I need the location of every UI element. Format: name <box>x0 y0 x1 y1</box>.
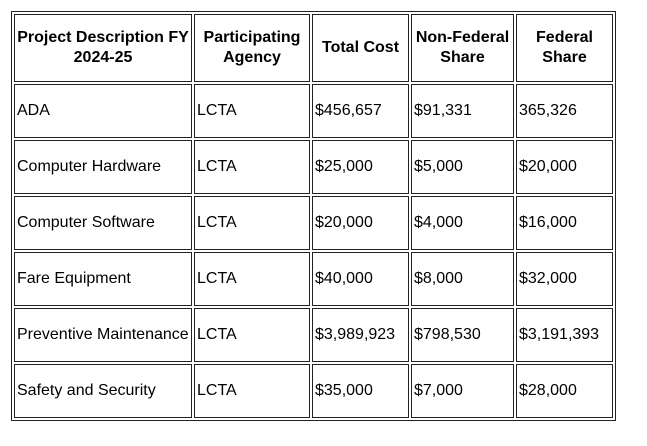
header-non-federal-share: Non-Federal Share <box>411 14 514 82</box>
cell-non-federal-share: $4,000 <box>411 196 514 250</box>
project-funding-table: Project Description FY 2024-25 Participa… <box>11 11 616 421</box>
cell-non-federal-share: $91,331 <box>411 84 514 138</box>
cell-federal-share: $20,000 <box>516 140 613 194</box>
cell-project-description: Preventive Maintenance <box>14 308 192 362</box>
cell-non-federal-share: $8,000 <box>411 252 514 306</box>
cell-total-cost: $456,657 <box>312 84 409 138</box>
table-row: Computer Software LCTA $20,000 $4,000 $1… <box>14 196 613 250</box>
cell-federal-share: $3,191,393 <box>516 308 613 362</box>
cell-federal-share: $16,000 <box>516 196 613 250</box>
cell-project-description: Safety and Security <box>14 364 192 418</box>
cell-participating-agency: LCTA <box>194 140 310 194</box>
cell-total-cost: $40,000 <box>312 252 409 306</box>
table-row: Computer Hardware LCTA $25,000 $5,000 $2… <box>14 140 613 194</box>
cell-project-description: ADA <box>14 84 192 138</box>
cell-non-federal-share: $7,000 <box>411 364 514 418</box>
table-row: Preventive Maintenance LCTA $3,989,923 $… <box>14 308 613 362</box>
table-row: ADA LCTA $456,657 $91,331 365,326 <box>14 84 613 138</box>
cell-non-federal-share: $798,530 <box>411 308 514 362</box>
cell-total-cost: $20,000 <box>312 196 409 250</box>
cell-participating-agency: LCTA <box>194 364 310 418</box>
header-total-cost: Total Cost <box>312 14 409 82</box>
table-header-row: Project Description FY 2024-25 Participa… <box>14 14 613 82</box>
cell-participating-agency: LCTA <box>194 84 310 138</box>
header-participating-agency: Participating Agency <box>194 14 310 82</box>
cell-participating-agency: LCTA <box>194 196 310 250</box>
cell-project-description: Computer Hardware <box>14 140 192 194</box>
cell-project-description: Computer Software <box>14 196 192 250</box>
cell-federal-share: $28,000 <box>516 364 613 418</box>
table-row: Safety and Security LCTA $35,000 $7,000 … <box>14 364 613 418</box>
cell-project-description: Fare Equipment <box>14 252 192 306</box>
header-project-description: Project Description FY 2024-25 <box>14 14 192 82</box>
cell-total-cost: $3,989,923 <box>312 308 409 362</box>
cell-non-federal-share: $5,000 <box>411 140 514 194</box>
cell-total-cost: $25,000 <box>312 140 409 194</box>
table-row: Fare Equipment LCTA $40,000 $8,000 $32,0… <box>14 252 613 306</box>
header-federal-share: Federal Share <box>516 14 613 82</box>
cell-participating-agency: LCTA <box>194 308 310 362</box>
cell-federal-share: $32,000 <box>516 252 613 306</box>
cell-federal-share: 365,326 <box>516 84 613 138</box>
project-table-container: Project Description FY 2024-25 Participa… <box>11 11 616 421</box>
cell-participating-agency: LCTA <box>194 252 310 306</box>
cell-total-cost: $35,000 <box>312 364 409 418</box>
